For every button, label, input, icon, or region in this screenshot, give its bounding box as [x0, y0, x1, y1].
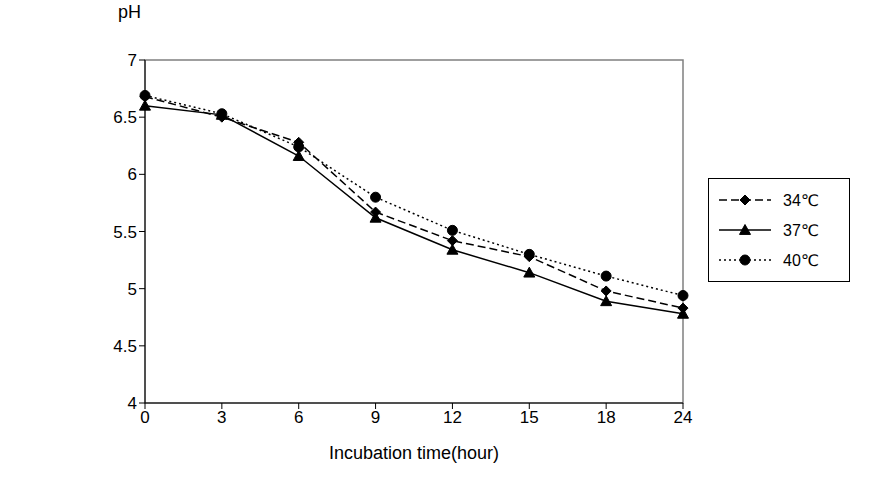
svg-text:12: 12: [443, 408, 462, 427]
svg-text:4.5: 4.5: [113, 337, 137, 356]
svg-text:6.5: 6.5: [113, 108, 137, 127]
svg-text:7: 7: [128, 51, 137, 70]
svg-text:15: 15: [520, 408, 539, 427]
svg-text:9: 9: [371, 408, 380, 427]
svg-text:6: 6: [294, 408, 303, 427]
svg-text:18: 18: [597, 408, 616, 427]
svg-text:6: 6: [128, 165, 137, 184]
svg-text:Incubation time(hour): Incubation time(hour): [329, 443, 499, 463]
svg-text:3: 3: [217, 408, 226, 427]
svg-text:5: 5: [128, 280, 137, 299]
html-text:40℃: 40℃: [783, 251, 819, 269]
svg-text:4: 4: [128, 394, 137, 413]
svg-text:0: 0: [140, 408, 149, 427]
svg-text:5.5: 5.5: [113, 223, 137, 242]
html-text:37℃: 37℃: [783, 221, 819, 239]
svg-text:24: 24: [674, 408, 693, 427]
html-text:34℃: 34℃: [783, 191, 819, 209]
html-text:pH: pH: [118, 2, 141, 22]
